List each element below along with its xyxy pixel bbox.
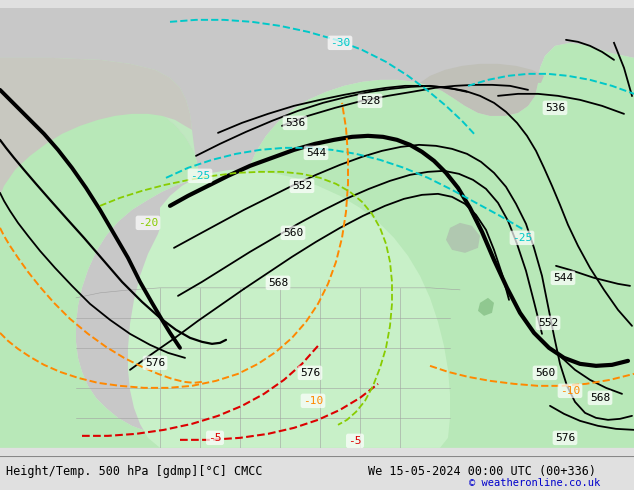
- Text: 576: 576: [555, 433, 575, 443]
- Polygon shape: [0, 58, 192, 196]
- Text: 560: 560: [535, 368, 555, 378]
- Text: 552: 552: [538, 318, 558, 328]
- Polygon shape: [478, 298, 494, 316]
- Text: -25: -25: [190, 171, 210, 181]
- Text: 552: 552: [292, 181, 312, 191]
- Text: 544: 544: [553, 273, 573, 283]
- Text: -10: -10: [303, 396, 323, 406]
- Text: 568: 568: [590, 393, 610, 403]
- Text: 544: 544: [306, 148, 326, 158]
- Text: 576: 576: [300, 368, 320, 378]
- Text: We 15-05-2024 00:00 UTC (00+336): We 15-05-2024 00:00 UTC (00+336): [368, 465, 596, 478]
- Text: -20: -20: [138, 218, 158, 228]
- Text: -5: -5: [348, 436, 362, 446]
- Text: -25: -25: [512, 233, 532, 243]
- Text: Height/Temp. 500 hPa [gdmp][°C] CMCC: Height/Temp. 500 hPa [gdmp][°C] CMCC: [6, 465, 263, 478]
- Text: 528: 528: [360, 96, 380, 106]
- Polygon shape: [0, 43, 634, 448]
- Text: 560: 560: [283, 228, 303, 238]
- Polygon shape: [0, 58, 198, 180]
- Text: 536: 536: [545, 103, 565, 113]
- Text: © weatheronline.co.uk: © weatheronline.co.uk: [469, 478, 600, 488]
- Polygon shape: [0, 8, 634, 438]
- Text: 568: 568: [268, 278, 288, 288]
- Text: -10: -10: [560, 386, 580, 396]
- Text: -30: -30: [330, 38, 350, 48]
- Text: -5: -5: [208, 433, 222, 443]
- Text: 576: 576: [145, 358, 165, 368]
- Polygon shape: [128, 170, 450, 448]
- Text: 536: 536: [285, 118, 305, 128]
- Polygon shape: [446, 223, 480, 253]
- Polygon shape: [420, 64, 544, 116]
